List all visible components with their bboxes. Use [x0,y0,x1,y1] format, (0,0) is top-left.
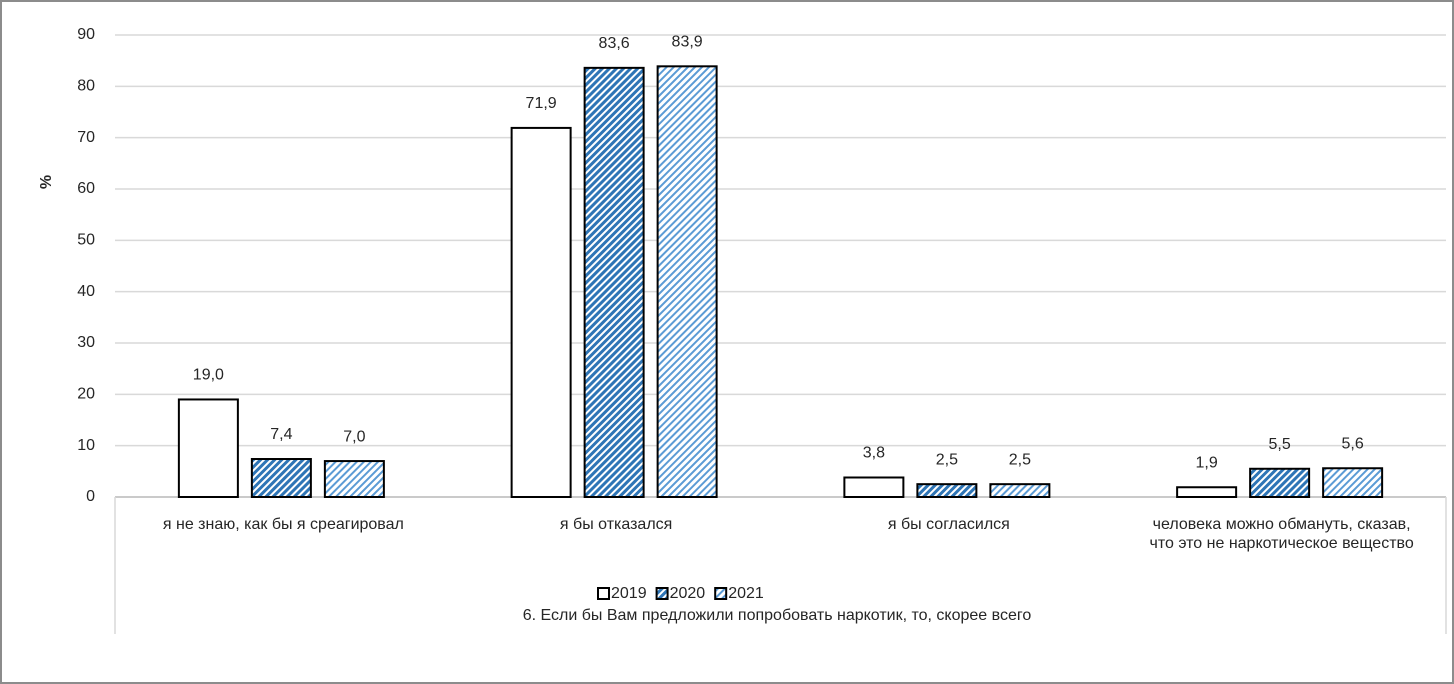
x-tick-label: человека можно обмануть, сказав, что это… [1149,516,1414,552]
bar [583,66,645,498]
bar [843,476,905,499]
x-tick-label: я бы согласился [887,516,1010,533]
legend-label: 2019 [611,585,647,602]
bar [1249,467,1311,498]
data-label: 3,8 [863,445,885,462]
y-tick-label: 90 [77,26,95,43]
legend-swatch [655,587,669,600]
y-tick-label: 70 [77,129,95,146]
data-label: 2,5 [936,451,958,468]
legend-label: 2021 [728,585,764,602]
x-tick-label: я не знаю, как бы я среагировал [162,516,404,533]
data-label: 19,0 [193,367,224,384]
data-label: 7,0 [343,428,365,445]
y-tick-label: 0 [86,488,95,505]
legend-swatch [597,587,610,600]
y-axis-label: % [38,175,55,189]
y-tick-label: 40 [77,283,95,300]
legend-swatch [714,587,728,600]
y-tick-label: 50 [77,232,95,249]
bar [1322,467,1384,498]
bar [916,483,978,498]
bar [250,458,312,499]
bar [1176,486,1238,499]
y-tick-label: 20 [77,386,95,403]
data-label: 5,5 [1269,436,1291,453]
bar [656,65,718,499]
x-tick-label: я бы отказался [559,516,673,533]
data-label: 1,9 [1196,454,1218,471]
x-axis-label: 6. Если бы Вам предложили попробовать на… [523,607,1032,624]
bar [177,398,239,499]
bar [989,483,1051,498]
y-tick-label: 80 [77,78,95,95]
data-label: 5,6 [1342,435,1364,452]
legend-label: 2020 [670,585,706,602]
y-tick-label: 10 [77,437,95,454]
bar [323,460,385,499]
y-tick-label: 60 [77,180,95,197]
data-label: 71,9 [526,95,557,112]
data-label: 2,5 [1009,451,1031,468]
y-tick-label: 30 [77,334,95,351]
data-label: 83,9 [672,34,703,51]
bar [510,126,572,498]
data-label: 7,4 [270,426,292,443]
data-label: 83,6 [599,35,630,52]
